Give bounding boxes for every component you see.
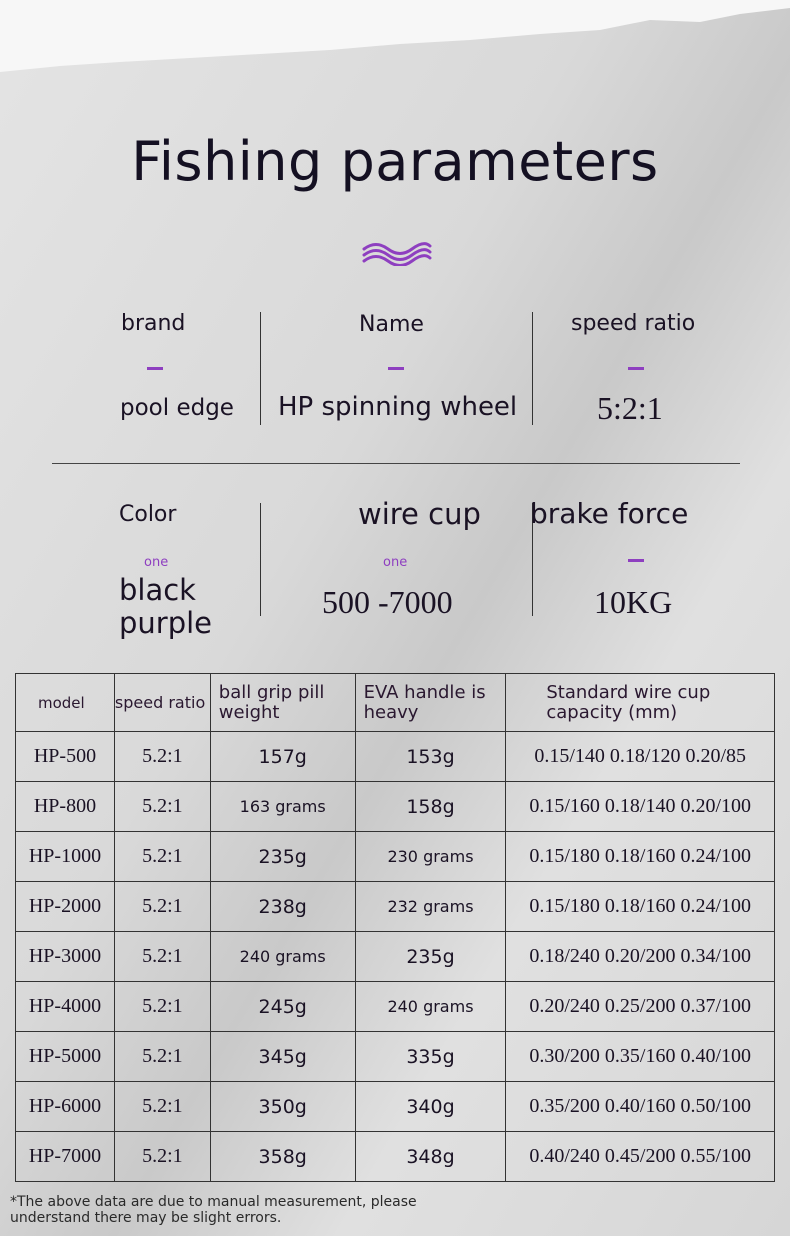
dash — [628, 559, 644, 562]
speed-ratio-value: 5:2:1 — [597, 390, 663, 426]
dash — [147, 367, 163, 370]
color-label: Color — [119, 502, 177, 527]
cell-speed-ratio: 5.2:1 — [113, 1081, 211, 1132]
cell-speed-ratio: 5.2:1 — [113, 931, 211, 982]
cell-model: HP-500 — [15, 731, 115, 782]
table-row: HP-4000 5.2:1 245g 240 grams 0.20/240 0.25/2… — [15, 981, 775, 1032]
cell-model: HP-5000 — [15, 1031, 115, 1082]
cell-ball-grip-weight: 157g — [209, 731, 356, 782]
table-row: HP-1000 5.2:1 235g 230 grams 0.15/180 0.18/1… — [15, 831, 775, 882]
cell-ball-grip-weight: 358g — [209, 1131, 356, 1182]
table-row: HP-5000 5.2:1 345g 335g 0.30/200 0.35/160 0.… — [15, 1031, 775, 1082]
wire-cup-value: 500 -7000 — [322, 584, 453, 620]
dash — [628, 367, 644, 370]
divider — [532, 312, 533, 425]
cell-wire-cup-capacity: 0.15/180 0.18/160 0.24/100 — [505, 881, 775, 932]
cell-wire-cup-capacity: 0.18/240 0.20/200 0.34/100 — [505, 931, 775, 982]
cell-model: HP-3000 — [15, 931, 115, 982]
cell-wire-cup-capacity: 0.30/200 0.35/160 0.40/100 — [505, 1031, 775, 1082]
cell-ball-grip-weight: 245g — [209, 981, 356, 1032]
page-title: Fishing parameters — [131, 130, 659, 193]
name-value: HP spinning wheel — [278, 392, 518, 422]
color-value: black purple — [119, 573, 213, 640]
cell-eva-handle-weight: 348g — [354, 1131, 507, 1182]
cell-wire-cup-capacity: 0.20/240 0.25/200 0.37/100 — [505, 981, 775, 1032]
wire-cup-label: wire cup — [358, 497, 481, 531]
cell-wire-cup-capacity: 0.40/240 0.45/200 0.55/100 — [505, 1131, 775, 1182]
divider — [532, 503, 533, 616]
table-row: HP-3000 5.2:1 240 grams 235g 0.18/240 0.20/2… — [15, 931, 775, 982]
spec-table: model speed ratio ball grip pill weight … — [15, 673, 775, 1182]
cell-eva-handle-weight: 230 grams — [354, 831, 507, 882]
header-ball-grip-weight: ball grip pill weight — [209, 673, 356, 732]
cell-speed-ratio: 5.2:1 — [113, 1131, 211, 1182]
cell-model: HP-6000 — [15, 1081, 115, 1132]
color-mark: one — [144, 555, 169, 570]
cell-wire-cup-capacity: 0.15/180 0.18/160 0.24/100 — [505, 831, 775, 882]
table-row: HP-6000 5.2:1 350g 340g 0.35/200 0.40/160 0.… — [15, 1081, 775, 1132]
dash — [388, 367, 404, 370]
cell-ball-grip-weight: 238g — [209, 881, 356, 932]
cell-model: HP-1000 — [15, 831, 115, 882]
cell-speed-ratio: 5.2:1 — [113, 1031, 211, 1082]
cell-wire-cup-capacity: 0.35/200 0.40/160 0.50/100 — [505, 1081, 775, 1132]
table-row: HP-500 5.2:1 157g 153g 0.15/140 0.18/120 0.2… — [15, 731, 775, 782]
divider — [260, 503, 261, 616]
wave-icon — [362, 242, 432, 266]
brand-label: brand — [121, 311, 186, 336]
section-divider — [52, 463, 740, 464]
footnote: *The above data are due to manual measur… — [10, 1194, 417, 1226]
cell-wire-cup-capacity: 0.15/160 0.18/140 0.20/100 — [505, 781, 775, 832]
cell-speed-ratio: 5.2:1 — [113, 831, 211, 882]
cell-model: HP-800 — [15, 781, 115, 832]
cell-eva-handle-weight: 232 grams — [354, 881, 507, 932]
cell-ball-grip-weight: 345g — [209, 1031, 356, 1082]
table-row: HP-800 5.2:1 163 grams 158g 0.15/160 0.18/14… — [15, 781, 775, 832]
cell-eva-handle-weight: 335g — [354, 1031, 507, 1082]
cell-model: HP-4000 — [15, 981, 115, 1032]
cell-model: HP-2000 — [15, 881, 115, 932]
brake-force-value: 10KG — [594, 584, 673, 620]
table-header: model speed ratio ball grip pill weight … — [15, 673, 775, 732]
divider — [260, 312, 261, 425]
cell-speed-ratio: 5.2:1 — [113, 981, 211, 1032]
table-row: HP-7000 5.2:1 358g 348g 0.40/240 0.45/200 0.… — [15, 1131, 775, 1182]
header-wire-cup-capacity: Standard wire cup capacity (mm) — [505, 673, 775, 732]
cell-ball-grip-weight: 235g — [209, 831, 356, 882]
speed-ratio-label: speed ratio — [571, 311, 696, 336]
wire-cup-mark: one — [383, 555, 408, 570]
cell-eva-handle-weight: 158g — [354, 781, 507, 832]
cell-eva-handle-weight: 340g — [354, 1081, 507, 1132]
cell-speed-ratio: 5.2:1 — [113, 781, 211, 832]
name-label: Name — [359, 312, 424, 337]
brand-value: pool edge — [120, 395, 234, 421]
header-eva-handle: EVA handle is heavy — [354, 673, 507, 732]
brake-force-label: brake force — [530, 497, 689, 530]
torn-paper-edge — [0, 0, 790, 72]
cell-model: HP-7000 — [15, 1131, 115, 1182]
cell-speed-ratio: 5.2:1 — [113, 731, 211, 782]
cell-eva-handle-weight: 153g — [354, 731, 507, 782]
cell-wire-cup-capacity: 0.15/140 0.18/120 0.20/85 — [505, 731, 775, 782]
header-model: model — [15, 673, 115, 732]
cell-ball-grip-weight: 240 grams — [209, 931, 356, 982]
cell-speed-ratio: 5.2:1 — [113, 881, 211, 932]
cell-eva-handle-weight: 235g — [354, 931, 507, 982]
cell-ball-grip-weight: 350g — [209, 1081, 356, 1132]
cell-ball-grip-weight: 163 grams — [209, 781, 356, 832]
header-speed-ratio: speed ratio — [113, 673, 211, 732]
table-row: HP-2000 5.2:1 238g 232 grams 0.15/180 0.18/1… — [15, 881, 775, 932]
cell-eva-handle-weight: 240 grams — [354, 981, 507, 1032]
